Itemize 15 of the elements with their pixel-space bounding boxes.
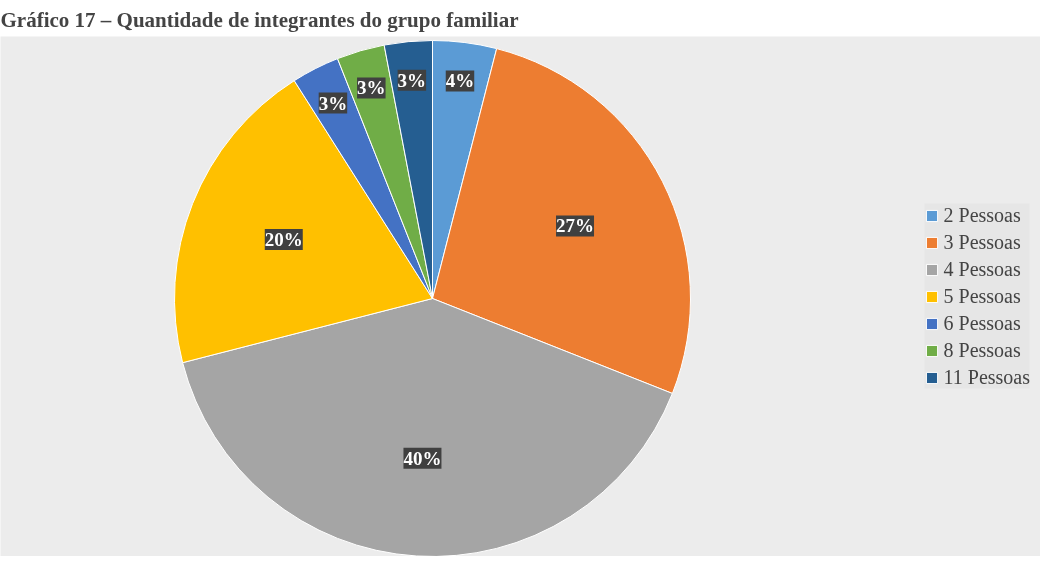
data-label: 3% [318, 92, 348, 114]
data-label: 3% [357, 77, 386, 99]
legend-label: 2 Pessoas [943, 203, 1021, 227]
legend-label: 8 Pessoas [943, 338, 1021, 362]
legend-label: 6 Pessoas [943, 311, 1021, 335]
data-label: 4% [445, 70, 475, 92]
chart-title: Gráfico 17 – Quantidade de integrantes do grupo familiar [0, 7, 519, 32]
data-label: 3% [397, 69, 427, 91]
data-label: 40% [403, 447, 442, 469]
legend-label: 11 Pessoas [943, 365, 1030, 389]
data-label: 20% [264, 229, 303, 251]
legend-label: 4 Pessoas [943, 257, 1021, 281]
data-label: 27% [556, 215, 595, 237]
legend-label: 3 Pessoas [943, 230, 1021, 254]
legend-label: 5 Pessoas [943, 284, 1021, 308]
